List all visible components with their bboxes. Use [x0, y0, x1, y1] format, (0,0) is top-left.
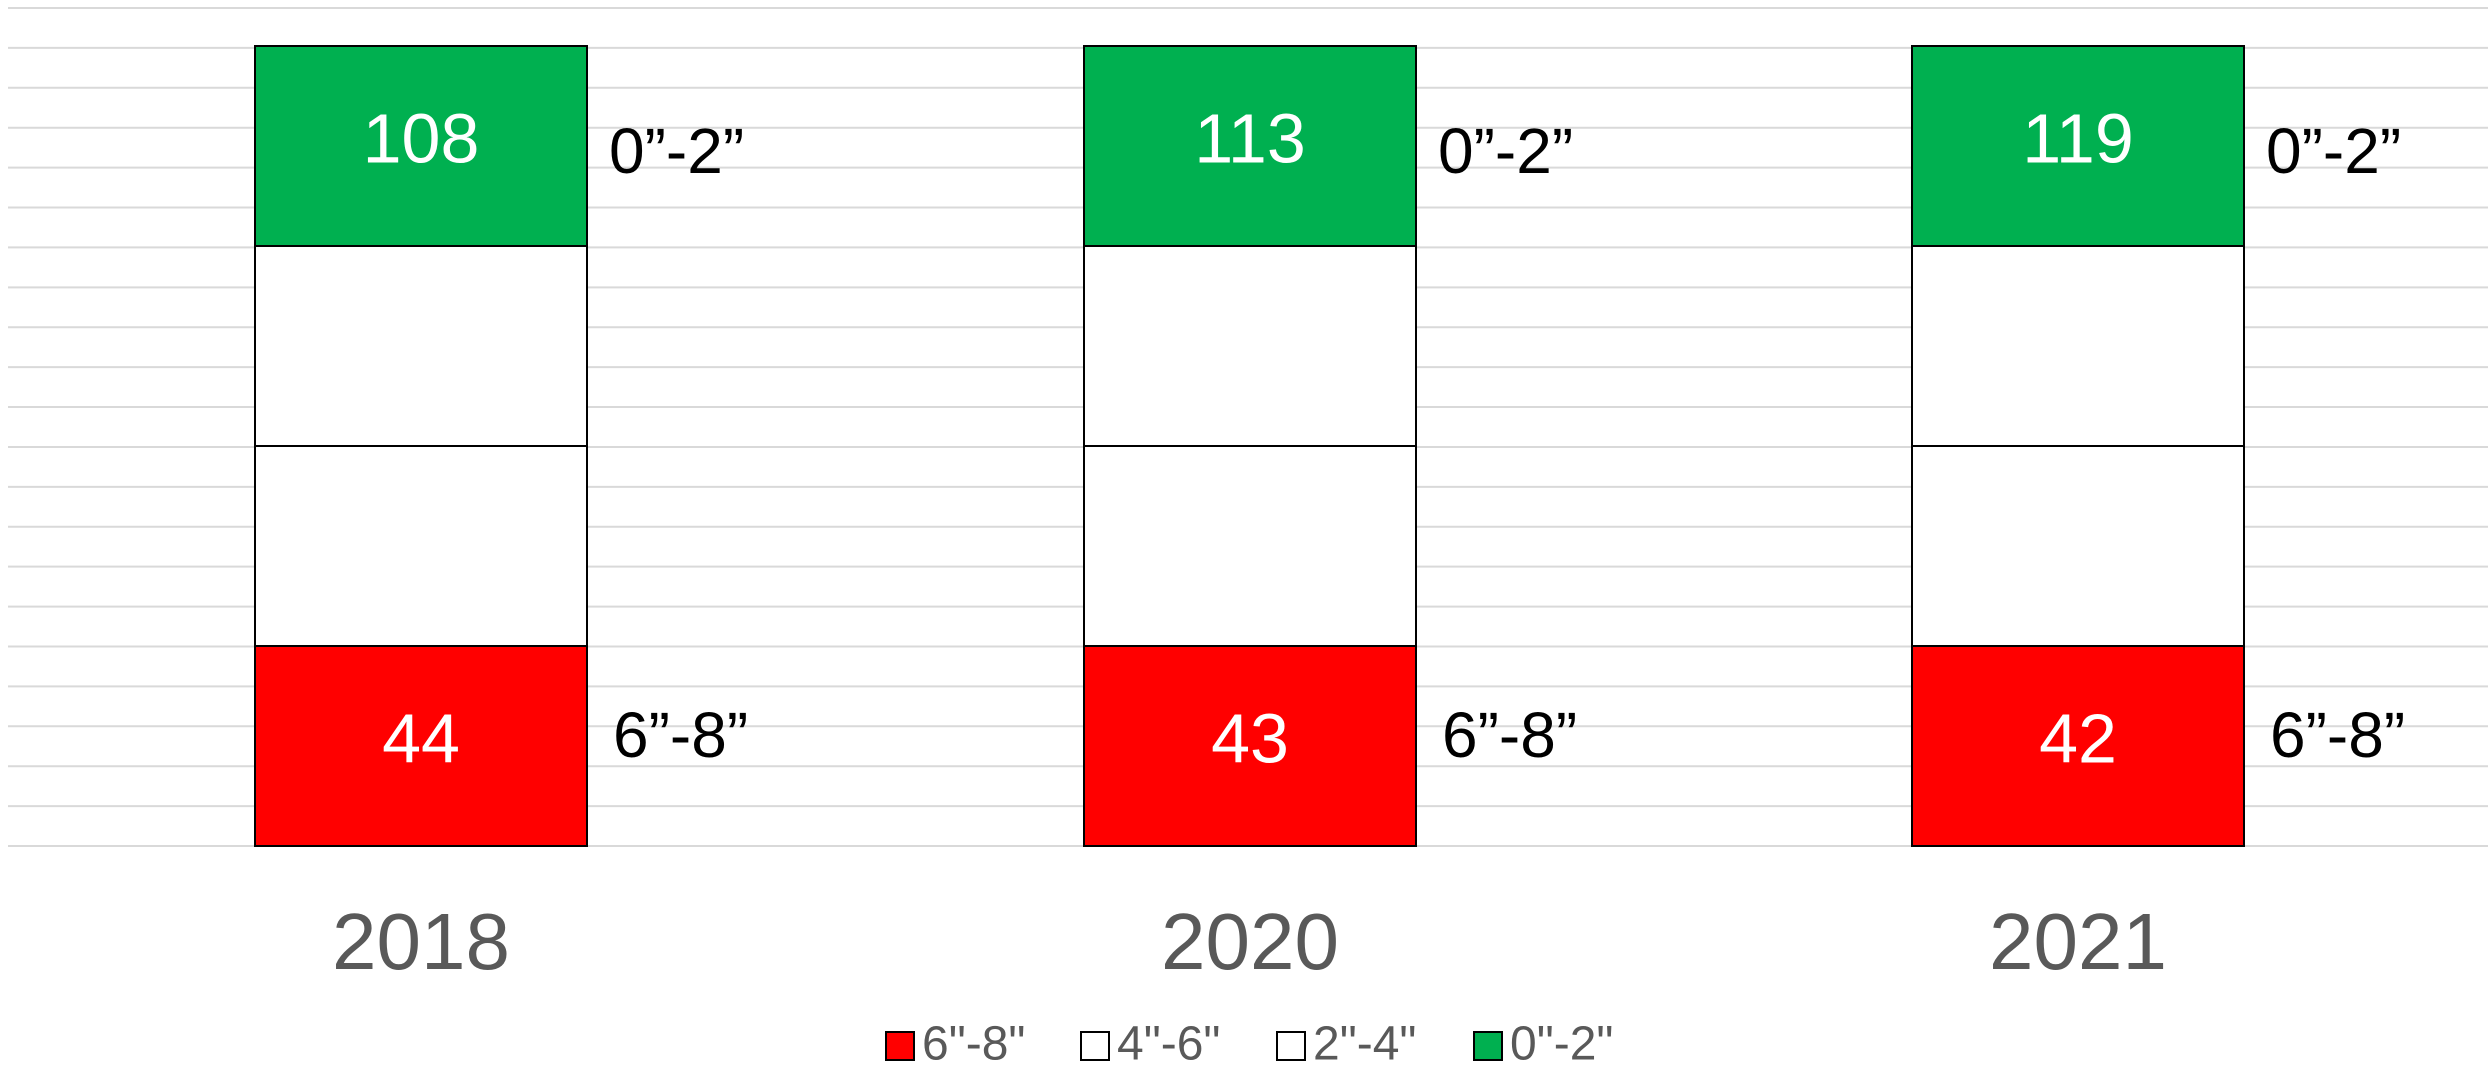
legend-label: 4"-6" [1117, 1018, 1220, 1068]
annotation: 6”-8” [613, 699, 748, 771]
value-label: 42 [2039, 699, 2117, 777]
value-label: 43 [1211, 699, 1289, 777]
legend-swatch [1473, 1031, 1503, 1061]
bar-segment [1911, 45, 2245, 247]
value-label: 113 [1194, 99, 1306, 177]
bar-segment [254, 245, 588, 447]
x-tick-label: 2018 [332, 897, 510, 986]
bar-segment [1911, 445, 2245, 647]
value-label: 44 [382, 699, 460, 777]
bar-segment [1911, 245, 2245, 447]
legend-label: 0"-2" [1510, 1018, 1613, 1068]
annotation: 0”-2” [1438, 115, 1573, 187]
x-tick-label: 2021 [1989, 897, 2167, 986]
bar-segment [1083, 645, 1417, 847]
annotation: 0”-2” [609, 115, 744, 187]
bar-segment [254, 45, 588, 247]
legend-swatch [1080, 1031, 1110, 1061]
legend-label: 6"-8" [922, 1018, 1025, 1068]
legend-swatch [885, 1031, 915, 1061]
bar-segment [1083, 245, 1417, 447]
value-label: 108 [363, 99, 480, 177]
annotation: 0”-2” [2266, 115, 2401, 187]
legend-label: 2"-4" [1313, 1018, 1416, 1068]
bar-segment [254, 445, 588, 647]
bar-segment [1083, 45, 1417, 247]
bar-segment [254, 645, 588, 847]
annotation: 6”-8” [2270, 699, 2405, 771]
bar-segment [1083, 445, 1417, 647]
bar-segment [1911, 645, 2245, 847]
x-tick-label: 2020 [1161, 897, 1339, 986]
legend-swatch [1276, 1031, 1306, 1061]
annotation: 6”-8” [1442, 699, 1577, 771]
value-label: 119 [2022, 99, 2134, 177]
